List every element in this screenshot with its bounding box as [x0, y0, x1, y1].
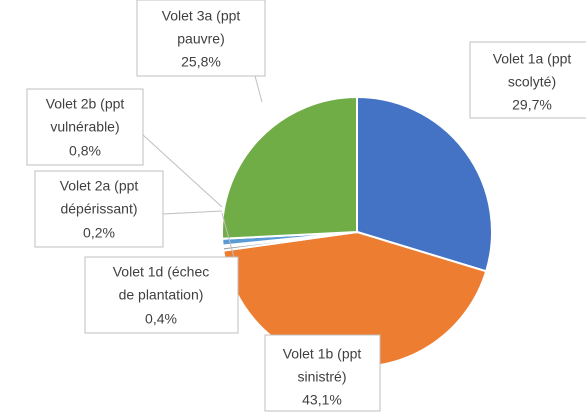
value-label: 25,8% — [181, 54, 221, 70]
value-label: 43,1% — [302, 392, 342, 408]
label-box — [26, 88, 144, 166]
value-label: 29,7% — [512, 97, 552, 113]
value-label: 0,2% — [83, 225, 115, 241]
slice-label: Volet 2b (ppt — [46, 96, 125, 112]
value-label: 0,8% — [69, 143, 101, 159]
slice-label: pauvre) — [177, 31, 224, 47]
label-box — [469, 41, 586, 119]
label-box — [136, 0, 266, 77]
slice-label: Volet 1b (ppt — [283, 346, 362, 362]
pie-slice — [221, 95, 358, 240]
label-box — [34, 170, 164, 248]
leader-line — [142, 134, 223, 208]
slice-label: dépérissant) — [60, 201, 137, 217]
slice-label: vulnérable) — [50, 119, 119, 135]
label-box — [84, 256, 239, 334]
slice-label: Volet 1a (ppt — [493, 51, 572, 67]
label-box — [264, 334, 381, 412]
pie-slice — [356, 95, 493, 273]
slice-label: Volet 3a (ppt — [162, 8, 241, 24]
slice-label: de plantation) — [119, 287, 204, 303]
slice-label: Volet 1d (échec — [113, 264, 210, 280]
slice-label: scolyté) — [508, 74, 556, 90]
slice-label: sinistré) — [297, 369, 346, 385]
leader-line — [254, 75, 263, 103]
leader-line — [162, 210, 223, 215]
value-label: 0,4% — [145, 311, 177, 327]
slice-label: Volet 2a (ppt — [60, 178, 139, 194]
